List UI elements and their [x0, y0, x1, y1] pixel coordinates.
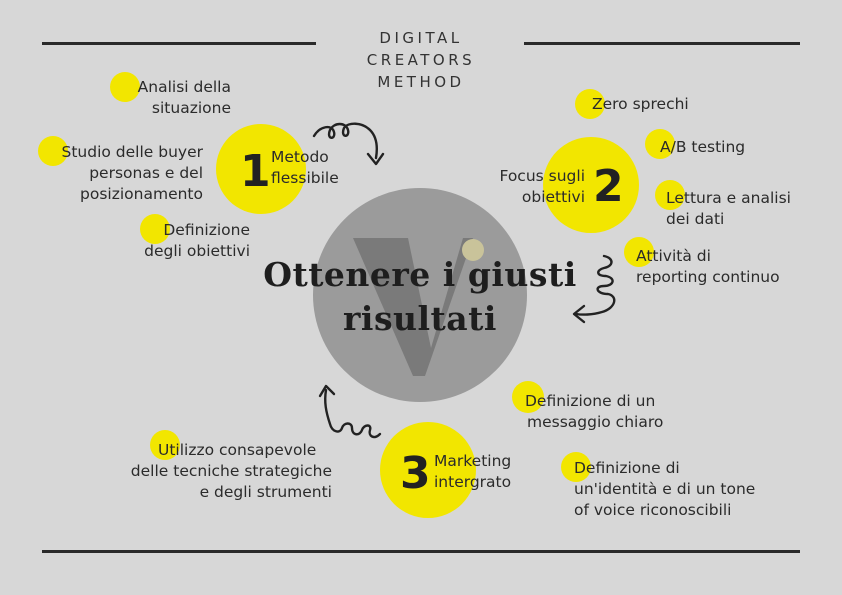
pillar-2-label-line-2: obiettivi [521, 188, 585, 206]
pillar-2-item-4: Attività di reporting continuo [636, 246, 780, 288]
item-line: Zero sprechi [592, 95, 689, 113]
pillar-2-item-1: Zero sprechi [592, 94, 689, 115]
pillar-3-label-line-2: intergrato [434, 473, 512, 491]
pillar-1-label-line-2: flessibile [271, 169, 339, 187]
item-dot [38, 136, 68, 166]
item-line: Definizione [163, 221, 250, 239]
pillar-1-circle [216, 124, 306, 214]
pillar-2-number: 2 [593, 161, 624, 212]
title-line-1: DIGITAL [379, 29, 463, 47]
item-line: degli obiettivi [144, 242, 250, 260]
pillar-3-item-3: Definizione di un'identità e di un tone … [574, 458, 755, 521]
title-line-2: CREATORS [366, 51, 476, 69]
item-dot [575, 89, 605, 119]
item-line: e degli strumenti [199, 483, 332, 501]
item-line: A/B testing [660, 138, 746, 156]
pillar-1-number: 1 [240, 146, 271, 197]
item-dot [624, 237, 654, 267]
item-line: personas e del [89, 164, 203, 182]
item-line: situazione [151, 99, 231, 117]
pillar-1-item-1: Analisi della situazione [100, 77, 231, 119]
pillar-3-label-line-1: Marketing [434, 452, 512, 470]
pillar-3-item-2: Definizione di un messaggio chiaro [525, 391, 663, 433]
item-line: Studio delle buyer [61, 143, 204, 161]
title-line-3: METHOD [377, 73, 465, 91]
item-line: Definizione di [574, 459, 680, 477]
pillar-2-item-2: A/B testing [660, 137, 745, 158]
pillar-1-item-2: Studio delle buyer personas e del posizi… [30, 142, 204, 205]
loop-arrow-2-icon [572, 254, 616, 324]
top-rule-left [42, 42, 316, 45]
top-rule-right [524, 42, 800, 45]
center-title: Ottenere i giusti risultati [250, 253, 590, 341]
method-title: DIGITAL CREATORS METHOD [330, 27, 512, 93]
item-line: posizionamento [80, 185, 203, 203]
center-title-line-2: risultati [343, 299, 497, 338]
bottom-rule [42, 550, 800, 553]
loop-arrow-1-icon [312, 122, 385, 166]
pillar-2-circle [543, 137, 639, 233]
item-line: un'identità e di un tone [574, 480, 756, 498]
pillar-3-label: Marketing intergrato [434, 451, 511, 493]
item-dot [512, 381, 544, 413]
pillar-3-item-1: Utilizzo consapevole delle tecniche stra… [100, 440, 332, 503]
item-line: dei dati [666, 210, 725, 228]
item-line: messaggio chiaro [527, 413, 664, 431]
item-line: Utilizzo consapevole [158, 441, 317, 459]
item-line: Analisi della [137, 78, 231, 96]
item-dot [561, 452, 591, 482]
item-dot [140, 214, 170, 244]
item-line: delle tecniche strategiche [130, 462, 332, 480]
pillar-3-number: 3 [400, 448, 431, 499]
item-line: Attività di [636, 247, 711, 265]
center-title-line-1: Ottenere i giusti [263, 255, 577, 294]
loop-arrow-3-icon [318, 384, 382, 439]
item-dot [655, 180, 685, 210]
pillar-2-item-3: Lettura e analisi dei dati [666, 188, 791, 230]
item-line: reporting continuo [636, 268, 780, 286]
pillar-1-item-3: Definizione degli obiettivi [110, 220, 250, 262]
item-dot [150, 430, 180, 460]
pillar-3-circle [380, 422, 476, 518]
item-line: of voice riconoscibili [574, 501, 732, 519]
pillar-2-label: Focus sugli obiettivi [470, 166, 585, 208]
v-logo-icon [353, 238, 484, 376]
pillar-2-label-line-1: Focus sugli [499, 167, 585, 185]
item-dot [110, 72, 140, 102]
pillar-1-label-line-1: Metodo [271, 148, 329, 166]
item-line: Lettura e analisi [666, 189, 791, 207]
item-line: Definizione di un [525, 392, 656, 410]
item-dot [645, 129, 675, 159]
pillar-1-label: Metodo flessibile [271, 147, 339, 189]
